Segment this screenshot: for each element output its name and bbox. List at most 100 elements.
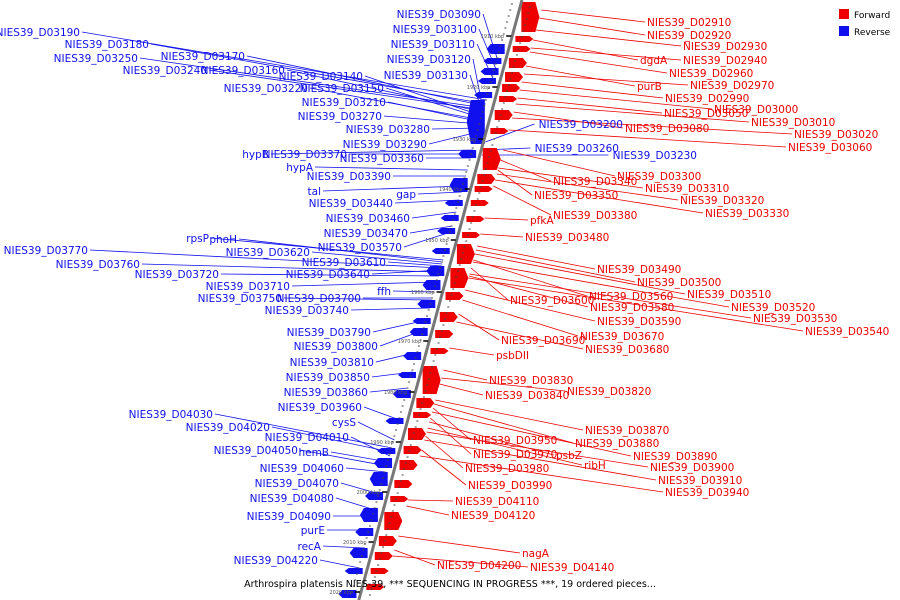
forward-gene	[445, 292, 464, 300]
forward-gene-label: dgdA	[640, 55, 668, 67]
forward-gene	[422, 366, 441, 394]
reverse-gene-label: NIES39_D04090	[247, 511, 331, 523]
forward-leader-line	[421, 449, 467, 486]
forward-leader-line	[468, 277, 804, 332]
reverse-gene-label: NIES39_D03090	[397, 9, 481, 21]
reverse-leader-line	[322, 185, 464, 192]
reverse-gene-label: NIES39_D04220	[234, 555, 318, 567]
reverse-gene	[437, 228, 456, 234]
forward-gene-label: NIES39_D03520	[731, 302, 815, 314]
reverse-gene-label: cysS	[332, 417, 356, 429]
forward-gene-label: NIES39_D03330	[705, 208, 789, 220]
forward-gene-label: ribH	[584, 460, 606, 472]
reverse-gene	[369, 472, 388, 486]
forward-gene-label: NIES39_D03890	[633, 451, 717, 463]
forward-leader-line	[472, 261, 730, 308]
reverse-leader-line	[345, 467, 386, 473]
reverse-gene	[477, 78, 496, 84]
legend-forward-label: Forward	[854, 11, 890, 21]
reverse-gene	[392, 390, 411, 398]
forward-leader-line	[426, 431, 649, 468]
reverse-gene-label: NIES39_D03360	[340, 153, 424, 165]
reverse-gene-label: NIES39_D03710	[206, 281, 290, 293]
reverse-leader-line	[314, 166, 468, 171]
forward-gene-label: NIES39_D03980	[465, 463, 549, 475]
forward-leader-line	[508, 129, 787, 148]
reverse-gene	[344, 568, 363, 574]
forward-gene-label: NIES39_D03310	[645, 183, 729, 195]
reverse-leader-line	[411, 211, 457, 219]
reverse-gene	[365, 492, 384, 500]
forward-gene-label: NIES39_D04200	[437, 560, 521, 572]
forward-gene-label: NIES39_D03840	[485, 390, 569, 402]
reverse-gene-label: NIES39_D03800	[294, 341, 378, 353]
reverse-gene-label: NIES39_D04080	[250, 493, 334, 505]
reverse-gene	[474, 92, 493, 98]
reverse-gene-label: NIES39_D03760	[56, 259, 140, 271]
kbp-tick-label: 1990 kbp	[370, 440, 394, 446]
reverse-gene-label: NIES39_D03230	[613, 150, 697, 162]
forward-gene-label: NIES39_D03670	[580, 331, 664, 343]
forward-gene-label: NIES39_D04110	[455, 496, 539, 508]
reverse-gene-label: NIES39_D03770	[4, 245, 88, 257]
forward-gene-label: NIES39_D03690	[501, 335, 585, 347]
kbp-tick-label: 1980 kbp	[384, 390, 408, 396]
forward-gene-label: NIES39_D03900	[650, 462, 734, 474]
reverse-gene-label: NIES39_D03850	[286, 372, 370, 384]
legend-reverse-label: Reverse	[854, 28, 891, 38]
forward-leader-line	[511, 117, 793, 135]
reverse-gene-label: gap	[396, 189, 416, 201]
reverse-gene	[385, 418, 404, 424]
forward-gene-label: NIES39_D03490	[597, 264, 681, 276]
reverse-leader-line	[387, 261, 442, 267]
reverse-gene-label: NIES39_D03110	[391, 39, 475, 51]
forward-gene-label: NIES39_D03560	[589, 291, 673, 303]
reverse-gene-label: NIES39_D03190	[0, 27, 80, 39]
forward-gene-label: NIES39_D03380	[553, 210, 637, 222]
reverse-gene-label: NIES39_D03570	[318, 242, 402, 254]
reverse-gene-label: recA	[297, 541, 321, 553]
forward-gene-label: NIES39_D02930	[683, 41, 767, 53]
reverse-gene-label: NIES39_D04060	[260, 463, 344, 475]
reverse-gene-label: NIES39_D03750	[198, 293, 282, 305]
forward-gene-label: NIES39_D04120	[451, 510, 535, 522]
forward-leader-line	[523, 73, 689, 86]
reverse-leader-line	[383, 115, 481, 125]
reverse-gene-label: NIES39_D04030	[129, 409, 213, 421]
legend-forward-swatch	[839, 9, 849, 19]
reverse-leader-line	[403, 231, 452, 248]
reverse-gene	[431, 248, 450, 254]
forward-gene	[490, 128, 509, 134]
reverse-gene-label: NIES39_D03290	[343, 139, 427, 151]
forward-gene	[505, 72, 524, 82]
forward-leader-line	[480, 233, 524, 238]
kbp-tick-label: 1910 kbp	[481, 34, 505, 40]
reverse-gene	[466, 100, 485, 144]
forward-gene-label: NIES39_D03060	[788, 142, 872, 154]
reverse-gene-label: NIES39_D03120	[387, 54, 471, 66]
map-caption: Arthrospira platensis NIES-39, *** SEQUE…	[244, 579, 656, 590]
forward-leader-line	[469, 273, 752, 319]
forward-gene	[370, 568, 389, 574]
forward-leader-line	[443, 369, 488, 381]
reverse-leader-line	[417, 191, 462, 195]
kbp-tick-label: 2020 kbp	[329, 590, 353, 596]
reverse-leader-line	[283, 297, 433, 301]
forward-gene	[499, 96, 518, 102]
forward-leader-line	[496, 173, 679, 201]
reverse-leader-line	[271, 426, 392, 453]
reverse-gene-label: NIES39_D03740	[265, 305, 349, 317]
reverse-gene	[409, 328, 428, 336]
kbp-tick-label: 1970 kbp	[398, 339, 422, 345]
reverse-leader-line	[246, 55, 486, 107]
forward-leader-line	[475, 249, 636, 283]
forward-leader-line	[431, 411, 632, 457]
forward-gene-label: NIES39_D03530	[753, 313, 837, 325]
reverse-gene-label: NIES39_D03790	[287, 327, 371, 339]
reverse-leader-line	[89, 249, 442, 269]
reverse-gene-label: NIES39_D03100	[393, 24, 477, 36]
forward-leader-line	[449, 347, 495, 356]
forward-leader-line	[535, 29, 682, 47]
forward-leader-line	[513, 111, 624, 129]
reverse-gene-label: NIES39_D03240	[123, 65, 207, 77]
